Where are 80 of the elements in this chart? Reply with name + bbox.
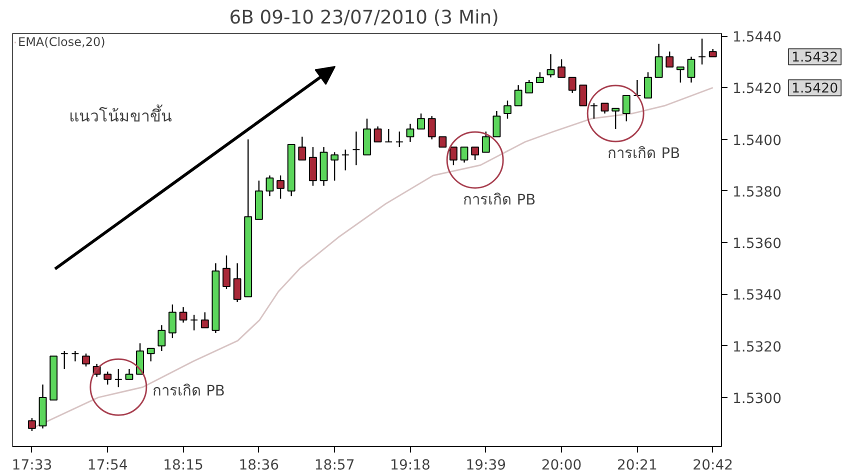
y-tick-label: 1.5360	[732, 236, 782, 252]
candlestick	[276, 174, 284, 200]
candlestick	[330, 152, 339, 182]
candlestick	[504, 100, 512, 120]
candlestick	[676, 66, 684, 84]
candlestick	[374, 126, 382, 143]
x-tick-label: 17:33	[12, 458, 52, 474]
legend-label: EMA(Close,20)	[18, 35, 106, 49]
annotation: การเกิด PB	[463, 191, 536, 208]
y-tick-label: 1.5340	[732, 288, 782, 304]
candlestick	[341, 149, 350, 171]
candlestick	[612, 108, 620, 130]
candlestick	[471, 146, 480, 161]
candlestick	[579, 84, 588, 106]
x-tick-label: 19:39	[466, 458, 506, 474]
candlestick	[536, 72, 544, 84]
candlestick	[654, 43, 663, 78]
candlestick	[352, 130, 360, 166]
x-tick-label: 18:15	[163, 458, 204, 474]
candlestick	[168, 304, 176, 339]
y-tick-label: 1.5400	[732, 132, 782, 149]
candlestick	[600, 102, 609, 114]
candlestick	[417, 112, 425, 130]
candlestick	[525, 79, 534, 94]
candlestick	[384, 128, 393, 143]
candlestick	[633, 79, 642, 96]
x-tick-label: 20:42	[692, 458, 734, 474]
candlestick	[60, 350, 68, 370]
candlestick	[622, 94, 630, 122]
candlestick	[514, 84, 522, 106]
candlestick	[200, 312, 209, 328]
candlestick	[104, 371, 112, 386]
y-tick-label: 1.5380	[732, 184, 782, 200]
annotation: การเกิด PB	[152, 382, 225, 400]
candlestick	[266, 174, 274, 197]
candlestick	[482, 130, 490, 153]
candlestick	[146, 348, 155, 362]
candlestick	[125, 368, 134, 380]
candlestick	[438, 136, 447, 148]
candlestick	[82, 352, 90, 368]
candlestick	[309, 146, 317, 186]
candlestick	[179, 306, 188, 324]
candlestick	[114, 368, 122, 388]
x-tick-label: 18:36	[238, 458, 280, 474]
candlestick	[666, 50, 674, 68]
x-tick-label: 17:54	[87, 458, 128, 474]
y-tick-label: 1.5300	[732, 390, 782, 407]
x-tick-label: 20:00	[541, 458, 582, 474]
annotation: แนวโน้มขาขึ้น	[69, 104, 172, 126]
candlestick	[428, 116, 436, 140]
candlestick	[406, 123, 414, 143]
x-tick-label: 19:18	[390, 458, 430, 474]
candlestick	[233, 262, 242, 303]
candlestick	[28, 418, 36, 432]
x-tick-label: 20:21	[617, 458, 658, 474]
candlestick	[190, 314, 198, 331]
y-tick-label: 1.5440	[732, 30, 782, 46]
candlestick	[558, 58, 566, 78]
annotation: การเกิด PB	[608, 145, 680, 162]
candlestick	[492, 110, 501, 138]
candlestick	[698, 38, 706, 66]
candlestick	[136, 342, 144, 375]
text: 1.5432	[791, 50, 838, 66]
y-tick-label: 1.5420	[732, 81, 782, 98]
candlestick	[687, 56, 696, 84]
candlestick	[450, 146, 458, 166]
candlestick	[71, 350, 80, 362]
candlestick	[590, 102, 598, 120]
chart-title: 6B 09-10 23/07/2010 (3 Min)	[229, 8, 499, 28]
x-tick-label: 18:57	[314, 458, 355, 474]
candlestick	[460, 146, 468, 164]
y-tick-label: 1.5320	[732, 339, 782, 356]
candlestick	[568, 76, 576, 94]
candlestick	[298, 136, 306, 161]
text: 1.5420	[791, 82, 838, 97]
candlestick	[158, 324, 166, 352]
candlestick	[546, 54, 555, 78]
candlestick	[395, 130, 404, 148]
candlestick	[222, 254, 230, 290]
candlestick	[644, 72, 652, 99]
